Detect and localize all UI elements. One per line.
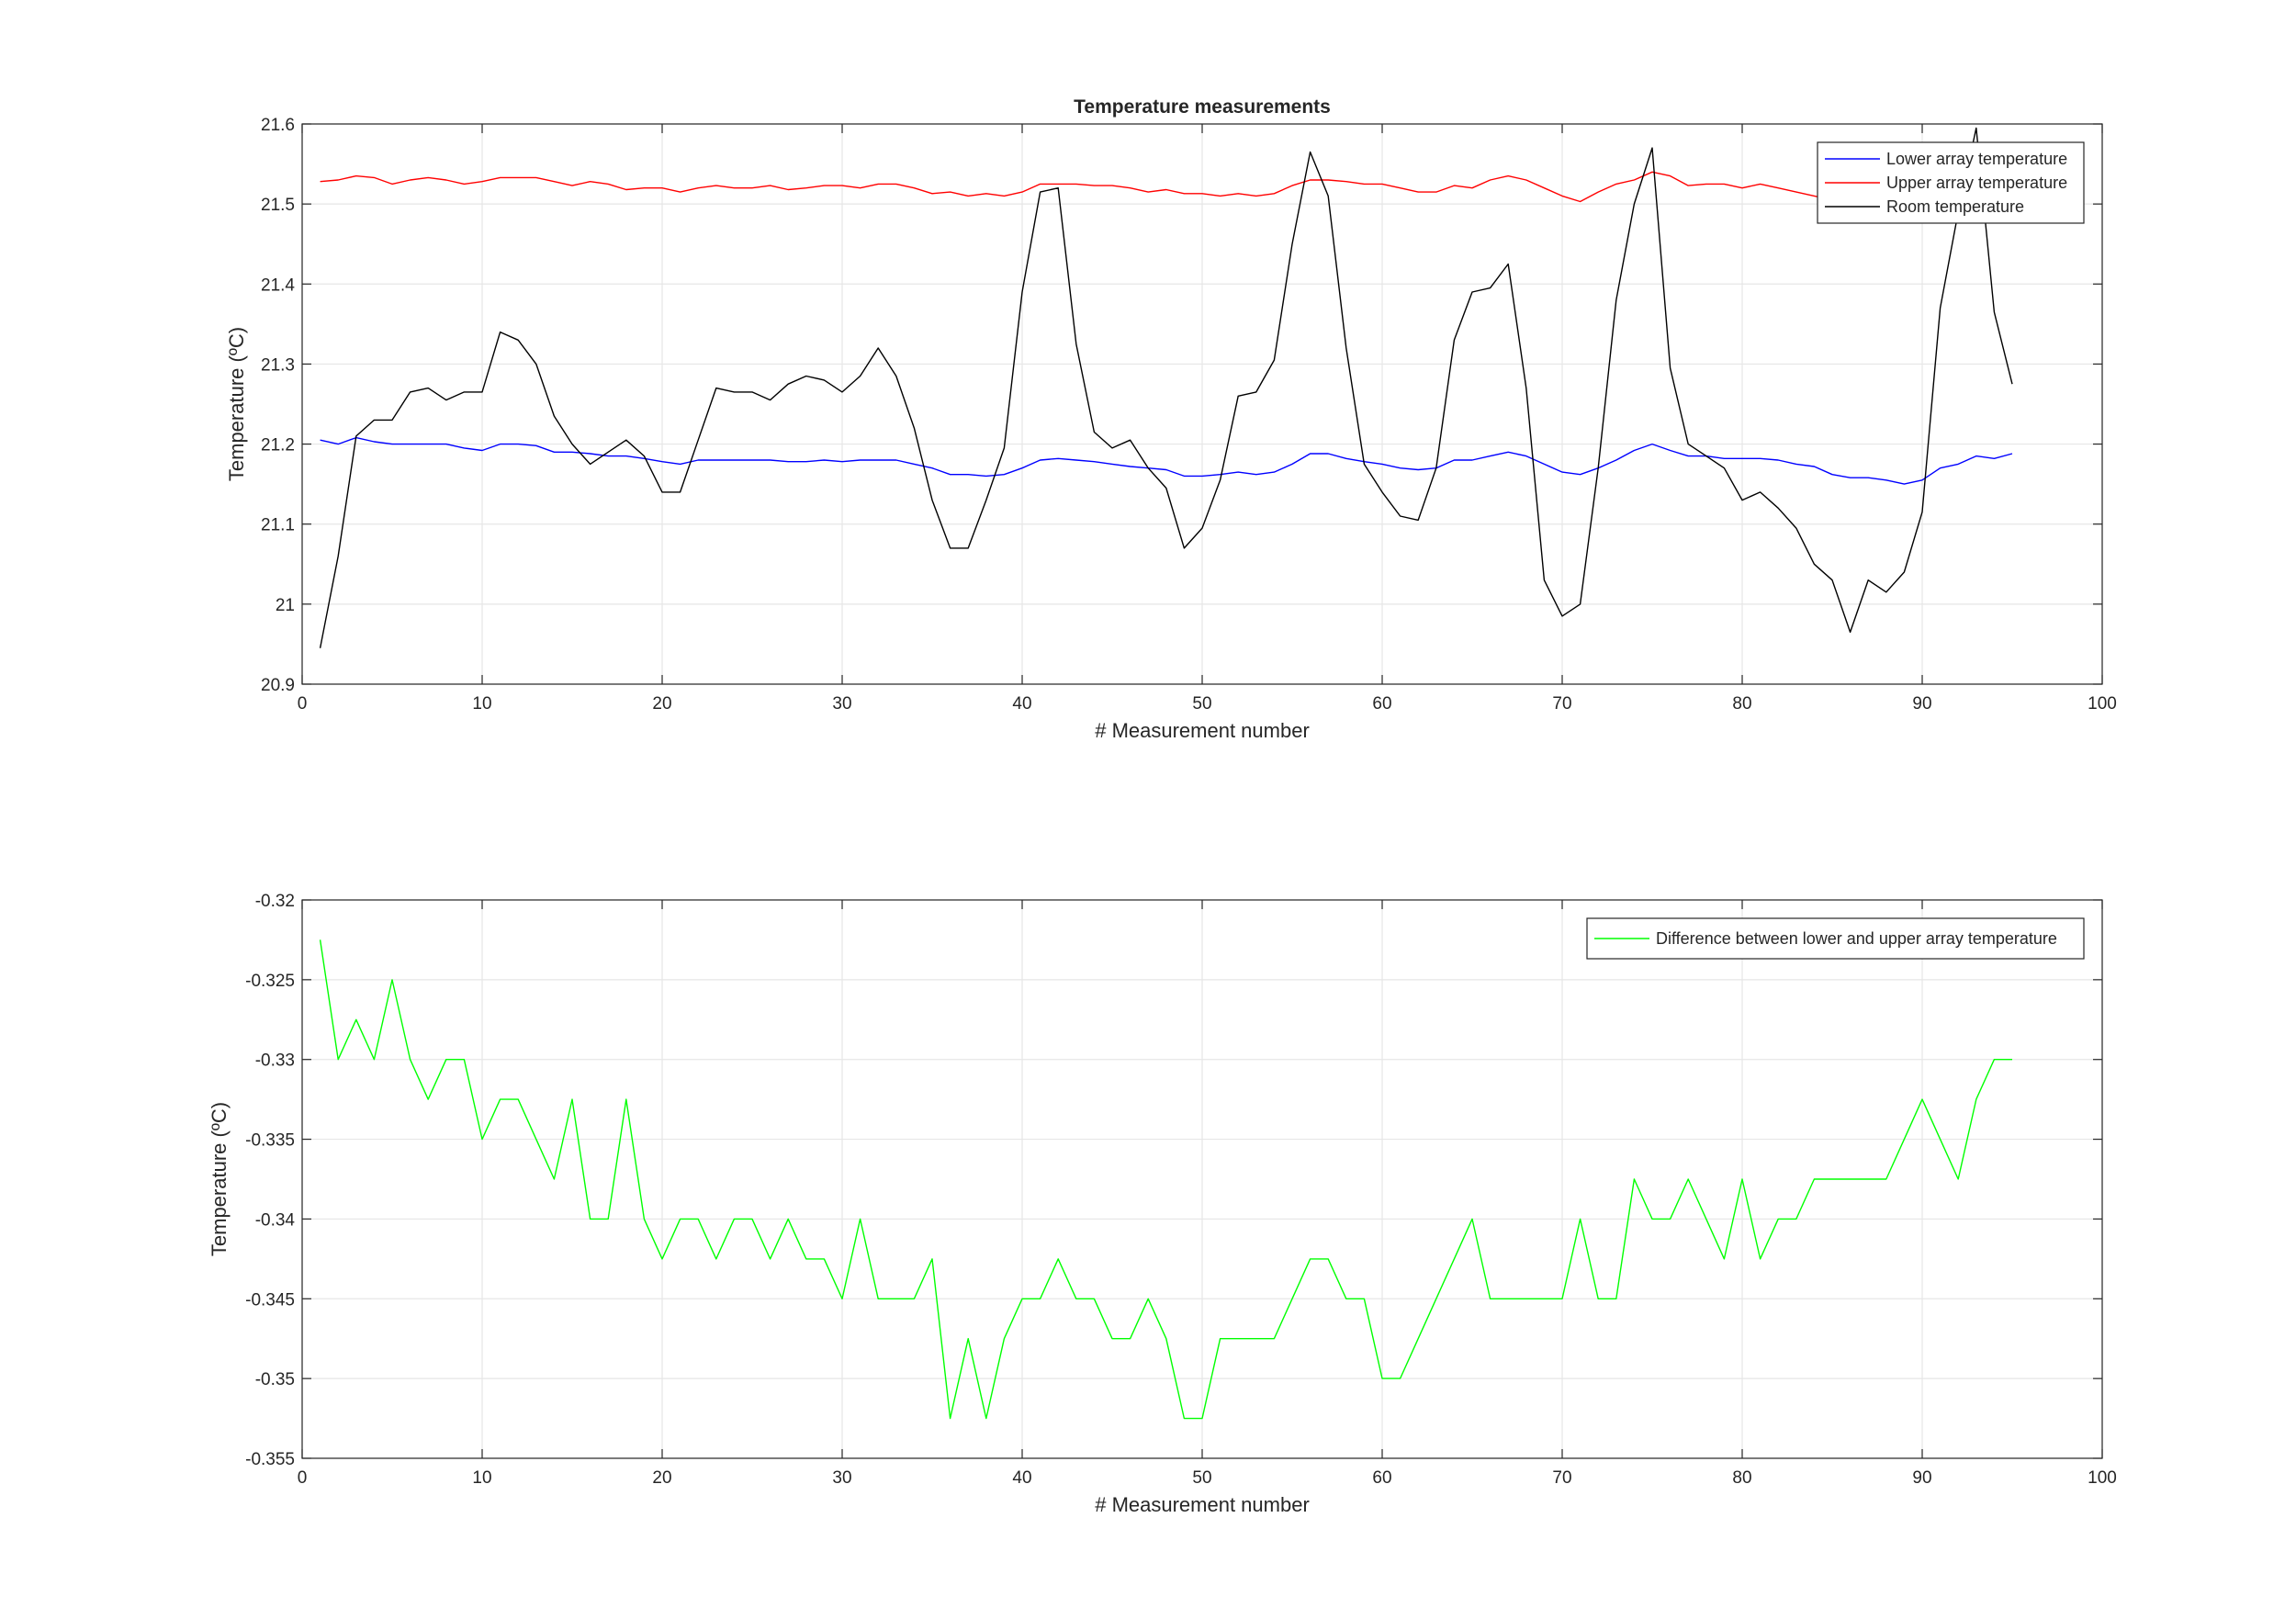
temperature-measurements-chart: 0 10 20 30 40 50 60 70 80 90 100 20.9 21 21.1 21.2 21.3…	[225, 96, 2117, 742]
x-tick-label: 70	[1552, 1468, 1571, 1488]
y-axis-label: Temperature (ºC)	[225, 327, 248, 481]
legend-box	[1586, 917, 2085, 960]
y-tick-label: -0.35	[255, 1370, 295, 1389]
y-tick-label: -0.33	[255, 1051, 295, 1071]
x-tick-label: 0	[298, 694, 308, 714]
x-tick-label: 10	[472, 1468, 491, 1488]
x-tick-label: 80	[1732, 694, 1751, 714]
x-axis-label: # Measurement number	[1095, 1493, 1310, 1516]
y-tick-label: 21.6	[261, 116, 295, 135]
legend-entry: Lower array temperature	[1886, 150, 2067, 168]
legend-entry: Upper array temperature	[1886, 174, 2067, 192]
series-line-difference-between-lower-and-upper-array-temperature	[319, 939, 2012, 1420]
x-tick-label: 40	[1012, 694, 1031, 714]
x-tick-label: 30	[832, 1468, 851, 1488]
x-tick-label: 90	[1912, 694, 1931, 714]
y-tick-label: -0.34	[255, 1210, 296, 1230]
x-tick-label: 60	[1372, 694, 1391, 714]
x-tick-label: 90	[1912, 1468, 1931, 1488]
chart-title: Temperature measurements	[1074, 96, 1331, 118]
y-tick-label: -0.355	[245, 1450, 295, 1469]
x-tick-label: 50	[1192, 694, 1211, 714]
x-axis-label: # Measurement number	[1095, 719, 1310, 742]
x-tick-label: 30	[832, 694, 851, 714]
temperature-difference-chart: 0 10 20 30 40 50 60 70 80 90 100 -0.355 -0.35 -0.345 -…	[208, 892, 2117, 1516]
x-tick-label: 80	[1732, 1468, 1751, 1488]
legend: Difference between lower and upper array…	[1586, 917, 2085, 960]
y-tick-label: -0.345	[245, 1290, 295, 1310]
y-tick-label: 21.3	[261, 355, 295, 375]
y-tick-label: -0.325	[245, 972, 295, 991]
legend-entry: Difference between lower and upper array…	[1656, 929, 2057, 948]
series-line-lower-array-temperature	[320, 436, 2013, 485]
y-tick-label: 21.1	[261, 516, 295, 535]
x-tick-label: 60	[1372, 1468, 1391, 1488]
legend-entry: Room temperature	[1886, 197, 2024, 216]
x-tick-label: 100	[2088, 694, 2117, 714]
y-tick-label: 20.9	[261, 676, 295, 695]
x-tick-label: 70	[1552, 694, 1571, 714]
x-tick-label: 10	[472, 694, 491, 714]
y-axis-label: Temperature (ºC)	[208, 1102, 231, 1256]
y-tick-label: 21.2	[261, 436, 295, 455]
series-line-upper-array-temperature	[320, 171, 2012, 205]
y-tick-label: 21.4	[261, 275, 295, 295]
x-tick-label: 0	[298, 1468, 308, 1488]
y-tick-label: 21.5	[261, 196, 295, 215]
x-tick-label: 20	[652, 1468, 671, 1488]
x-tick-label: 40	[1012, 1468, 1031, 1488]
legend: Lower array temperature Upper array tempe…	[1817, 141, 2085, 224]
y-tick-label: -0.335	[245, 1131, 295, 1151]
series-line-room-temperature	[319, 127, 2013, 648]
x-tick-label: 50	[1192, 1468, 1211, 1488]
x-tick-label: 20	[652, 694, 671, 714]
y-tick-label: -0.32	[255, 892, 295, 911]
x-tick-label: 100	[2088, 1468, 2117, 1488]
y-tick-label: 21	[276, 596, 295, 615]
